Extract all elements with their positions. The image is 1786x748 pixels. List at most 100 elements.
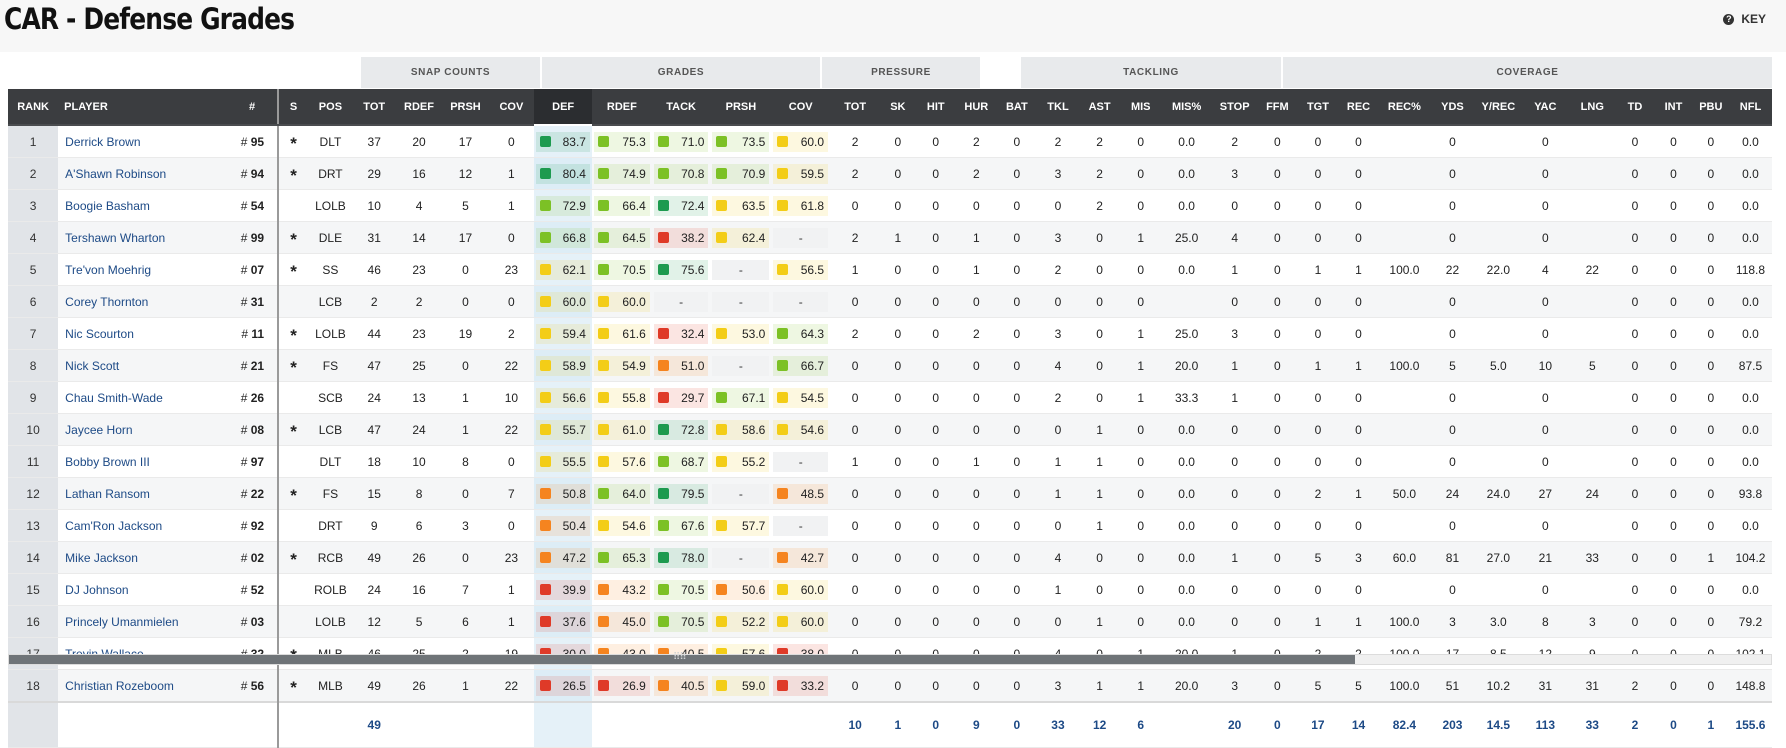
- tackles: 3: [1037, 157, 1079, 190]
- col-header[interactable]: Y/REC: [1474, 89, 1522, 126]
- col-header[interactable]: TOT: [352, 89, 396, 126]
- sacks: 0: [880, 413, 916, 446]
- player-link[interactable]: Lathan Ransom: [58, 477, 232, 510]
- col-header[interactable]: RDEF: [591, 89, 652, 126]
- snaps-prsh: 12: [442, 157, 489, 190]
- player-link[interactable]: Mike Jackson: [58, 541, 232, 574]
- hurries: 0: [956, 189, 997, 222]
- col-header[interactable]: REC: [1338, 89, 1379, 126]
- player-link[interactable]: Jaycee Horn: [58, 413, 232, 446]
- col-header[interactable]: TKL: [1037, 89, 1079, 126]
- assists: 0: [1078, 349, 1121, 382]
- col-header[interactable]: TGT: [1297, 89, 1339, 126]
- grade-swatch-icon: [657, 360, 669, 371]
- player-link[interactable]: A'Shawn Robinson: [58, 157, 232, 190]
- col-header[interactable]: TOT: [830, 89, 881, 126]
- snaps-rdef: 8: [395, 477, 443, 510]
- col-header[interactable]: PRSH: [710, 89, 772, 126]
- targets: 0: [1297, 381, 1339, 414]
- col-header[interactable]: BAT: [996, 89, 1038, 126]
- col-header[interactable]: YAC: [1521, 89, 1569, 126]
- player-link[interactable]: Nick Scott: [58, 349, 232, 382]
- player-link[interactable]: Tre'von Moehrig: [58, 253, 232, 286]
- col-header[interactable]: LNG: [1568, 89, 1616, 126]
- snaps-cov: 1: [488, 157, 535, 190]
- col-header[interactable]: REC%: [1378, 89, 1431, 126]
- player-link[interactable]: Tershawn Wharton: [58, 221, 232, 254]
- int: 0: [1654, 509, 1693, 542]
- col-header[interactable]: TACK: [651, 89, 711, 126]
- ffm: 0: [1257, 445, 1298, 478]
- col-header[interactable]: HIT: [915, 89, 957, 126]
- jersey-hash: #: [240, 678, 251, 693]
- ffm: 0: [1257, 509, 1298, 542]
- grade-value: 83.7: [562, 134, 586, 149]
- col-header[interactable]: YDS: [1430, 89, 1475, 126]
- player-link[interactable]: Christian Rozeboom: [58, 669, 232, 703]
- missed: 0: [1120, 157, 1161, 190]
- col-header[interactable]: MIS: [1120, 89, 1161, 126]
- col-header[interactable]: AST: [1078, 89, 1121, 126]
- col-header[interactable]: HUR: [956, 89, 997, 126]
- col-header[interactable]: MIS%: [1161, 89, 1213, 126]
- col-header[interactable]: PRSH: [442, 89, 489, 126]
- position-cell: DLE: [308, 221, 353, 254]
- col-header[interactable]: NFL: [1728, 89, 1772, 126]
- player-link[interactable]: Corey Thornton: [58, 285, 232, 318]
- col-header[interactable]: FFM: [1257, 89, 1298, 126]
- player-link[interactable]: Chau Smith-Wade: [58, 381, 232, 414]
- grade-swatch-icon: [657, 552, 669, 563]
- horizontal-scrollbar[interactable]: ⠿⠿: [8, 652, 1772, 665]
- stops: 0: [1212, 285, 1258, 318]
- grade-pill: 66.8: [536, 227, 590, 248]
- player-link[interactable]: Boogie Basham: [58, 189, 232, 222]
- totals-cell: [534, 701, 592, 748]
- pbu: 0: [1692, 669, 1729, 703]
- col-header[interactable]: RDEF: [395, 89, 443, 126]
- grade-value: 79.5: [681, 486, 705, 501]
- receptions: 1: [1338, 349, 1379, 382]
- player-link[interactable]: Princely Umanmielen: [58, 605, 232, 638]
- col-header[interactable]: COV: [488, 89, 535, 126]
- grade-swatch-icon: [657, 584, 669, 595]
- col-header[interactable]: STOP: [1212, 89, 1258, 126]
- col-header[interactable]: COV: [771, 89, 831, 126]
- player-link[interactable]: DJ Johnson: [58, 573, 232, 606]
- assists: 0: [1078, 381, 1121, 414]
- totals-cell: [231, 701, 280, 748]
- player-link[interactable]: Derrick Brown: [58, 125, 232, 158]
- col-header[interactable]: PBU: [1692, 89, 1729, 126]
- yards-per-rec: 22.0: [1474, 253, 1522, 286]
- grade-tack: 38.2: [651, 221, 711, 254]
- col-header-sorted[interactable]: DEF: [534, 89, 592, 126]
- missed: 1: [1120, 317, 1161, 350]
- jersey-number: # 94: [231, 157, 280, 190]
- batted: 0: [996, 157, 1038, 190]
- grade-pill: 33.2: [773, 675, 829, 696]
- col-header[interactable]: TD: [1615, 89, 1655, 126]
- targets: 0: [1297, 573, 1339, 606]
- player-link[interactable]: Bobby Brown III: [58, 445, 232, 478]
- key-button[interactable]: ? KEY: [1723, 12, 1766, 26]
- col-header[interactable]: SK: [880, 89, 916, 126]
- grade-swatch-icon: [777, 392, 789, 403]
- col-header[interactable]: S: [277, 89, 308, 126]
- grade-value: 72.8: [681, 422, 705, 437]
- col-header[interactable]: RANK: [8, 89, 59, 126]
- yards-per-rec: [1474, 221, 1522, 254]
- rank-cell: 8: [8, 349, 59, 382]
- yards: 0: [1430, 445, 1475, 478]
- col-header[interactable]: #: [231, 89, 279, 126]
- grade-def: 37.6: [534, 605, 592, 638]
- hurries: 2: [956, 125, 997, 158]
- scrollbar-thumb[interactable]: ⠿⠿: [9, 652, 1355, 664]
- grade-value: 51.0: [681, 358, 705, 373]
- hits: 0: [915, 573, 957, 606]
- col-header[interactable]: PLAYER: [58, 89, 232, 126]
- position-cell: LOLB: [308, 189, 353, 222]
- snaps-rdef: 2: [395, 285, 443, 318]
- col-header[interactable]: INT: [1654, 89, 1693, 126]
- col-header[interactable]: POS: [308, 89, 353, 126]
- player-link[interactable]: Cam'Ron Jackson: [58, 509, 232, 542]
- player-link[interactable]: Nic Scourton: [58, 317, 232, 350]
